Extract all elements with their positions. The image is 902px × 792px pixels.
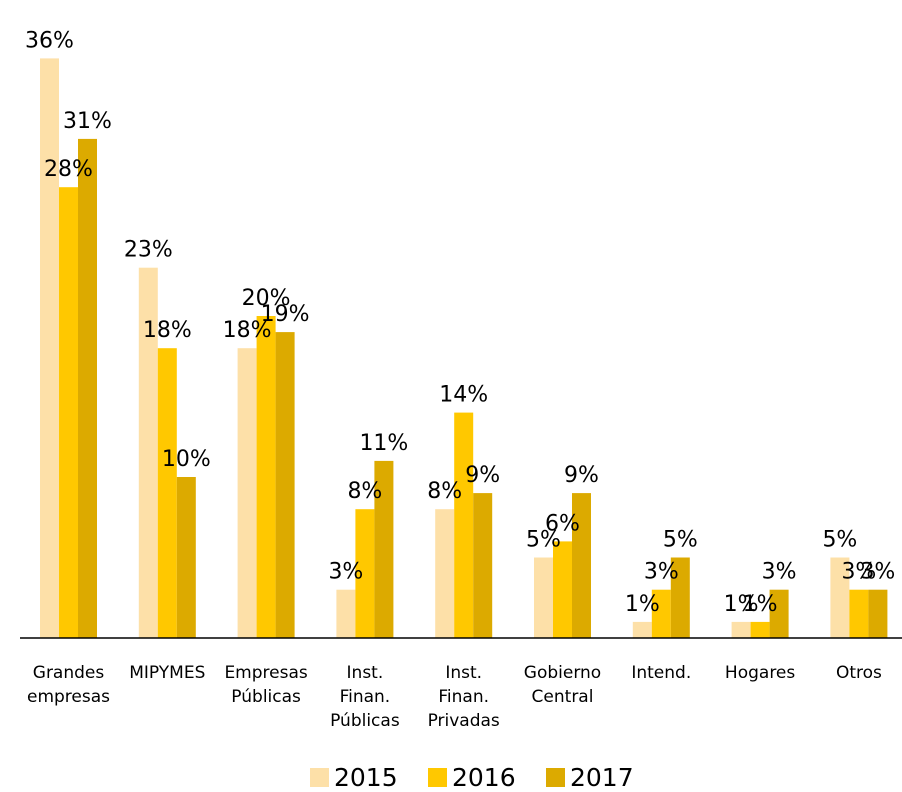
value-label-2015-5: 5% [526,528,561,553]
legend-label-2015: 2015 [334,763,398,792]
category-label-4: Inst. Finan. Privadas [428,663,500,731]
value-label-2016-7: 1% [743,592,778,617]
value-label-2017-5: 9% [564,463,599,488]
bar-2015-8 [830,557,850,638]
bar-2016-7 [750,621,770,638]
value-label-2015-7: 1% [724,592,759,617]
bar-2016-0 [59,187,78,638]
value-label-2015-3: 3% [328,560,363,585]
value-label-2017-8: 3% [860,560,895,585]
value-label-2016-2: 20% [242,286,291,311]
bar-2017-0 [78,138,97,638]
value-label-2017-0: 31% [63,109,112,134]
legend-label-2016: 2016 [452,763,516,792]
bar-2015-6 [632,621,652,638]
bar-2015-3 [336,589,356,638]
value-label-2016-8: 3% [841,560,876,585]
category-label-7: Hogares [725,663,795,683]
bar-2016-6 [651,589,671,638]
category-label-8: Otros [836,663,882,683]
bar-2015-0 [40,58,59,638]
bar-2016-1 [157,348,177,638]
bar-2016-3 [355,509,375,638]
category-label-5: Gobierno Central [524,663,601,707]
value-label-2016-4: 14% [439,383,488,408]
value-label-2017-1: 10% [162,447,211,472]
value-label-2015-0: 36% [25,28,74,53]
value-label-2017-4: 9% [465,463,500,488]
category-label-6: Intend. [631,663,691,683]
bar-2015-2 [237,348,257,638]
bar-2017-8 [868,589,888,638]
legend-label-2017: 2017 [570,763,634,792]
bar-2017-4 [473,493,493,638]
value-label-2015-2: 18% [223,318,272,343]
value-label-2015-6: 1% [625,592,660,617]
bar-2017-6 [670,557,690,638]
value-label-2016-3: 8% [347,479,382,504]
bar-2015-1 [138,267,158,638]
bar-2017-5 [572,493,591,638]
bar-2017-1 [176,477,196,638]
value-label-2016-5: 6% [545,511,580,536]
value-label-2016-0: 28% [44,157,93,182]
bar-2016-8 [849,589,869,638]
bar-2016-5 [553,541,572,638]
value-label-2016-1: 18% [143,318,192,343]
bar-2017-3 [374,460,394,638]
legend-swatch-2016 [428,768,447,787]
value-label-2015-8: 5% [822,528,857,553]
category-label-0: Grandes empresas [27,663,110,707]
bar-2016-2 [256,316,276,638]
category-label-3: Inst. Finan. Públicas [330,663,400,731]
bar-2016-4 [454,412,474,638]
value-label-2017-6: 5% [663,528,698,553]
value-label-2017-7: 3% [762,560,797,585]
value-label-2017-3: 11% [359,431,408,456]
category-label-2: Empresas Públicas [224,663,307,707]
value-labels-layer: 36% 28% 31% 23% 18% 10% 18% 20%19% 3% 8% 11% 8% 14% 9… [25,28,895,617]
bar-2015-5 [534,557,553,638]
bars-layer [40,58,888,638]
bar-2015-4 [435,509,455,638]
legend-swatch-2015 [310,768,329,787]
category-labels-layer: Grandes empresas MIPYMES Empresas Públicas In… [27,663,882,731]
value-label-2015-4: 8% [427,479,462,504]
legend-swatch-2017 [546,768,565,787]
value-label-2016-6: 3% [644,560,679,585]
bar-2015-7 [731,621,751,638]
bar-2017-2 [275,332,295,638]
legend: 2015 2016 2017 [310,763,634,792]
value-label-2015-1: 23% [124,238,173,263]
value-label-2017-2: 19% [261,302,310,327]
category-label-1: MIPYMES [129,663,205,683]
bar-2017-7 [769,589,789,638]
